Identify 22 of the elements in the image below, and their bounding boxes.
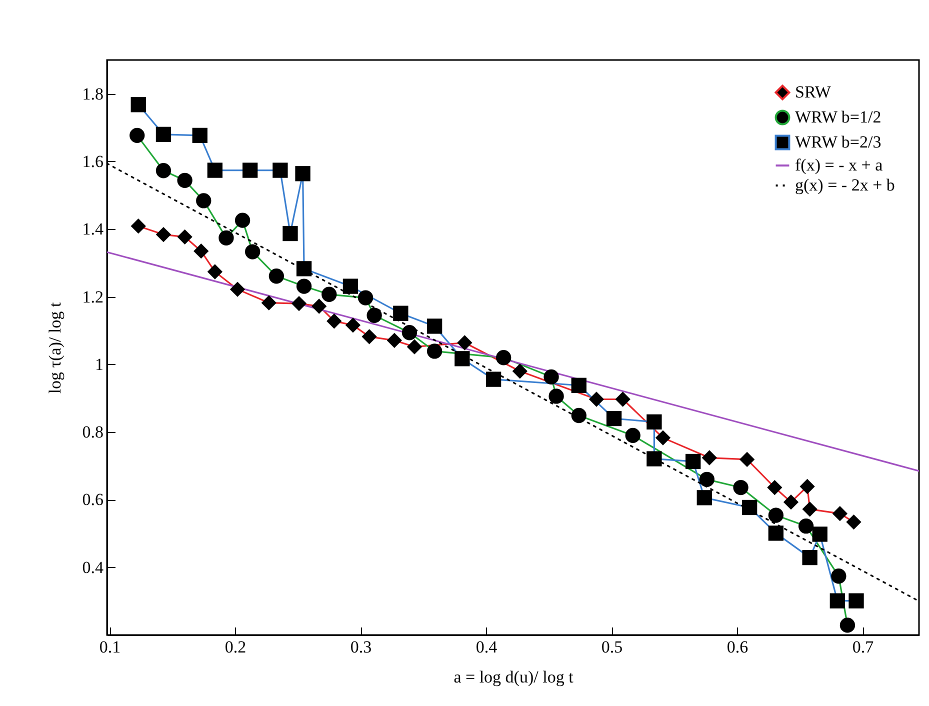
x-tick-label: 0.2 [224,638,246,656]
y-tick-label: 1.8 [82,84,104,104]
x-tick-label: 0.4 [476,638,498,656]
x-tick-label: 0.7 [852,638,874,656]
y-tick-label: 0.6 [82,490,104,510]
y-tick-label: 1.2 [82,287,104,306]
y-tick-label: 1 [95,354,104,374]
x-tick-label: 0.6 [726,638,748,656]
legend-label: SRW [795,82,832,102]
x-tick-label: 0.3 [350,638,372,656]
x-tick-label: 0.1 [99,638,121,656]
legend-label: WRW b=1/2 [795,108,882,126]
y-axis-title: log τ(a)/ log t [45,302,64,394]
legend-label: g(x) = - 2x + b [795,176,895,194]
legend-label: WRW b=2/3 [795,132,882,152]
x-tick-label: 0.5 [601,638,623,656]
y-tick-label: 0.8 [82,422,104,442]
x-axis-title: a = log d(u)/ log t [454,668,574,686]
y-tick-label: 1.6 [82,152,104,171]
y-tick-label: 0.4 [82,558,104,577]
legend-label: f(x) = - x + a [795,156,884,174]
y-tick-label: 1.4 [82,220,104,239]
